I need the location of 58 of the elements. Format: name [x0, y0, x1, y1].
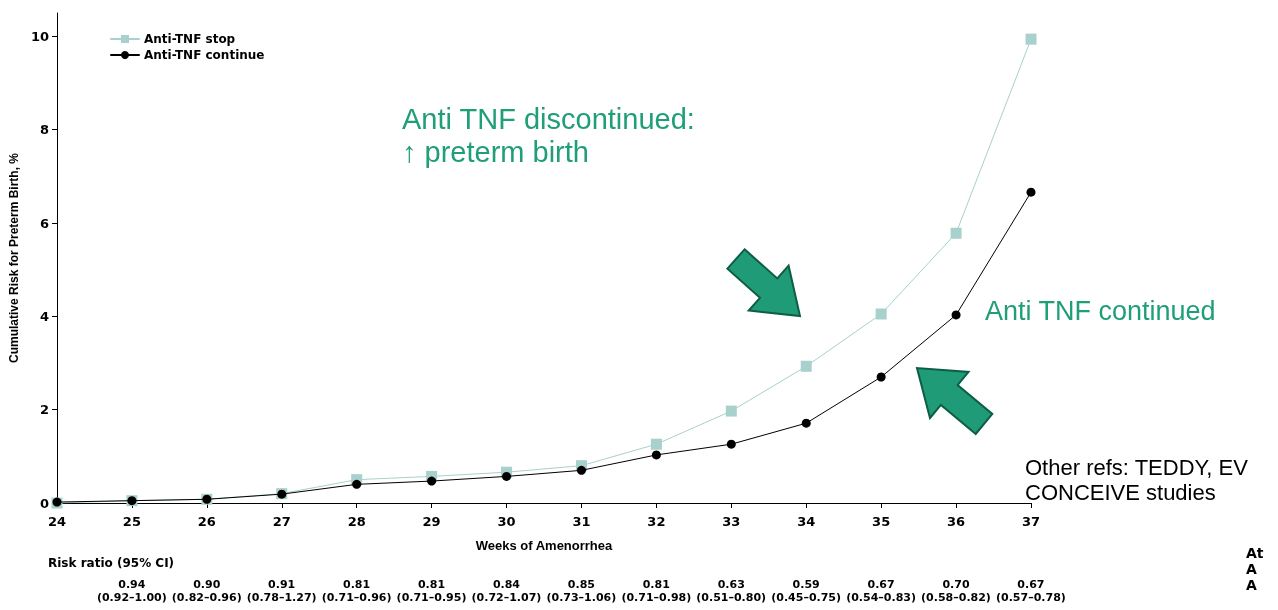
y-tick-label: 10 — [30, 28, 49, 44]
y-axis-title: Cumulative Risk for Preterm Birth, % — [7, 152, 21, 364]
point — [1025, 33, 1037, 45]
text: Risk ratio (95% CI) — [48, 556, 175, 571]
point — [876, 372, 886, 382]
x-tick-label: 29 — [422, 514, 441, 529]
y-tick-label: 0 — [39, 495, 49, 511]
x-tick-label: 30 — [497, 514, 516, 529]
x-tick-label: 25 — [122, 514, 141, 529]
x-axis-title: Weeks of Amenorrhea — [475, 538, 614, 553]
text: 0.67 (0.54–0.83) — [846, 578, 916, 605]
point — [801, 418, 811, 428]
legend-label: Anti-TNF stop — [144, 32, 236, 46]
y-tick-label: 2 — [39, 402, 49, 418]
point — [951, 310, 961, 320]
point — [1026, 187, 1036, 197]
point — [427, 476, 437, 486]
x-tick-label: 32 — [647, 514, 666, 529]
text: 0.94 (0.92–1.00) — [96, 578, 167, 605]
point — [651, 450, 661, 460]
x-tick-label: 31 — [572, 514, 591, 529]
text: At A A — [1246, 545, 1264, 594]
text: 0.67 (0.57–0.78) — [996, 578, 1066, 605]
text: 0.81 (0.71–0.95) — [396, 578, 467, 605]
annotation: Other refs: TEDDY, EV CONCEIVE studies — [1025, 455, 1248, 506]
y-tick-label: 4 — [39, 308, 49, 324]
point — [725, 405, 737, 417]
y-tick-label: 6 — [39, 215, 49, 231]
legend-label: Anti-TNF continue — [144, 48, 265, 62]
text: 0.84 (0.72–1.07) — [471, 578, 542, 605]
point — [502, 471, 512, 481]
text: 0.85 (0.73–1.06) — [546, 578, 617, 605]
text: 0.63 (0.51–0.80) — [696, 578, 767, 605]
text: 0.81 (0.71–0.96) — [321, 578, 392, 605]
x-tick-label: 24 — [47, 514, 67, 529]
annotation: Anti TNF discontinued: ↑ preterm birth — [402, 103, 695, 170]
point — [800, 360, 812, 372]
x-tick-label: 28 — [347, 514, 366, 529]
text: 0.81 (0.71–0.98) — [621, 578, 692, 605]
point — [726, 439, 736, 449]
x-tick-label: 37 — [1021, 514, 1041, 529]
x-tick-label: 36 — [947, 514, 966, 529]
point — [352, 479, 362, 489]
point — [950, 227, 962, 239]
y-tick-label: 8 — [39, 122, 49, 138]
x-tick-label: 33 — [722, 514, 741, 529]
annotation: Anti TNF continued — [985, 296, 1216, 328]
x-tick-label: 26 — [197, 514, 216, 529]
point — [875, 308, 887, 320]
text: 0.91 (0.78–1.27) — [246, 578, 317, 605]
point — [650, 438, 662, 450]
x-tick-label: 34 — [797, 514, 816, 529]
text: 0.90 (0.82–0.96) — [171, 578, 242, 605]
text: 0.70 (0.58–0.82) — [921, 578, 991, 605]
x-tick-label: 27 — [272, 514, 291, 529]
x-tick-label: 35 — [872, 514, 891, 529]
point — [576, 465, 586, 475]
text: 0.59 (0.45–0.75) — [771, 578, 842, 605]
